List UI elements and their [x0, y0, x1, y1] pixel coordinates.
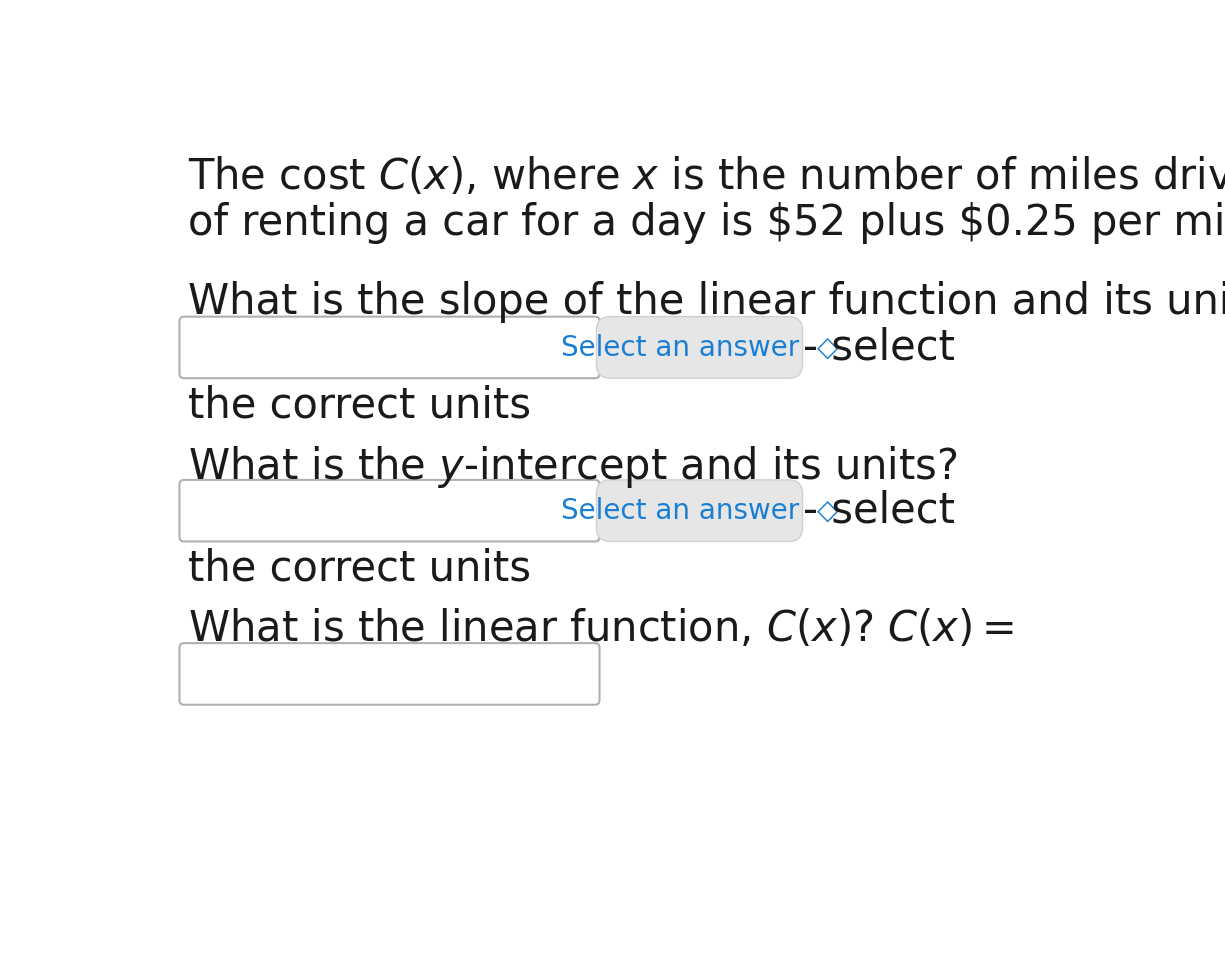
- Text: the correct units: the correct units: [187, 548, 530, 590]
- FancyBboxPatch shape: [597, 480, 802, 542]
- Text: - select: - select: [802, 327, 954, 368]
- Text: the correct units: the correct units: [187, 385, 530, 426]
- Text: Select an answer  ◇: Select an answer ◇: [561, 334, 838, 362]
- Text: of renting a car for a day is \$52 plus \$0.25 per mile.: of renting a car for a day is \$52 plus …: [187, 201, 1225, 244]
- Text: What is the linear function, $C(x)$? $C(x) =$: What is the linear function, $C(x)$? $C(…: [187, 607, 1014, 650]
- FancyBboxPatch shape: [180, 316, 599, 378]
- Text: What is the slope of the linear function and its units?: What is the slope of the linear function…: [187, 281, 1225, 323]
- Text: Select an answer  ◇: Select an answer ◇: [561, 496, 838, 524]
- Text: - select: - select: [802, 490, 954, 532]
- FancyBboxPatch shape: [180, 643, 599, 705]
- FancyBboxPatch shape: [597, 316, 802, 378]
- Text: The cost $C(x)$, where $x$ is the number of miles driven,: The cost $C(x)$, where $x$ is the number…: [187, 156, 1225, 198]
- Text: What is the $y$-intercept and its units?: What is the $y$-intercept and its units?: [187, 444, 958, 491]
- FancyBboxPatch shape: [180, 480, 599, 542]
